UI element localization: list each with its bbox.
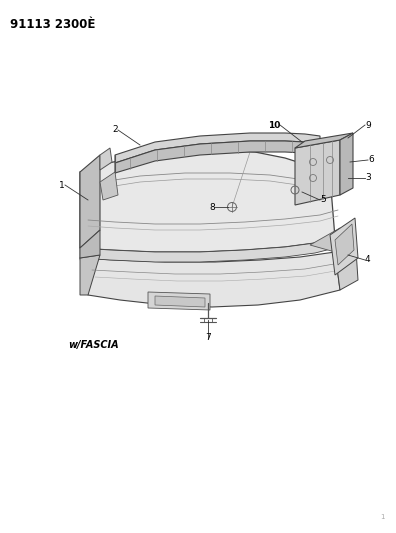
Polygon shape bbox=[340, 133, 353, 195]
Polygon shape bbox=[80, 252, 340, 307]
Polygon shape bbox=[80, 255, 100, 295]
Polygon shape bbox=[310, 228, 355, 252]
Text: 4: 4 bbox=[365, 255, 371, 264]
Text: 1: 1 bbox=[59, 181, 65, 190]
Polygon shape bbox=[80, 238, 335, 262]
Text: w/FASCIA: w/FASCIA bbox=[68, 340, 119, 350]
Polygon shape bbox=[80, 150, 335, 252]
Polygon shape bbox=[295, 133, 353, 148]
Text: 5: 5 bbox=[320, 196, 326, 205]
Polygon shape bbox=[100, 148, 112, 170]
Polygon shape bbox=[335, 235, 358, 290]
Text: 7: 7 bbox=[205, 334, 211, 343]
Text: 91113 2300È: 91113 2300È bbox=[10, 18, 95, 31]
Polygon shape bbox=[330, 218, 358, 275]
Polygon shape bbox=[80, 230, 100, 258]
Text: 1: 1 bbox=[381, 514, 385, 520]
Text: 10: 10 bbox=[268, 120, 280, 130]
Text: 2: 2 bbox=[112, 125, 118, 134]
Text: 8: 8 bbox=[209, 203, 215, 212]
Polygon shape bbox=[115, 133, 320, 163]
Polygon shape bbox=[155, 296, 205, 307]
Polygon shape bbox=[100, 172, 118, 200]
Text: 3: 3 bbox=[365, 174, 371, 182]
Text: 9: 9 bbox=[365, 120, 371, 130]
Polygon shape bbox=[148, 292, 210, 310]
Polygon shape bbox=[115, 141, 320, 173]
Polygon shape bbox=[335, 224, 354, 265]
Polygon shape bbox=[295, 140, 340, 205]
Polygon shape bbox=[80, 155, 100, 248]
Text: 6: 6 bbox=[368, 156, 374, 165]
